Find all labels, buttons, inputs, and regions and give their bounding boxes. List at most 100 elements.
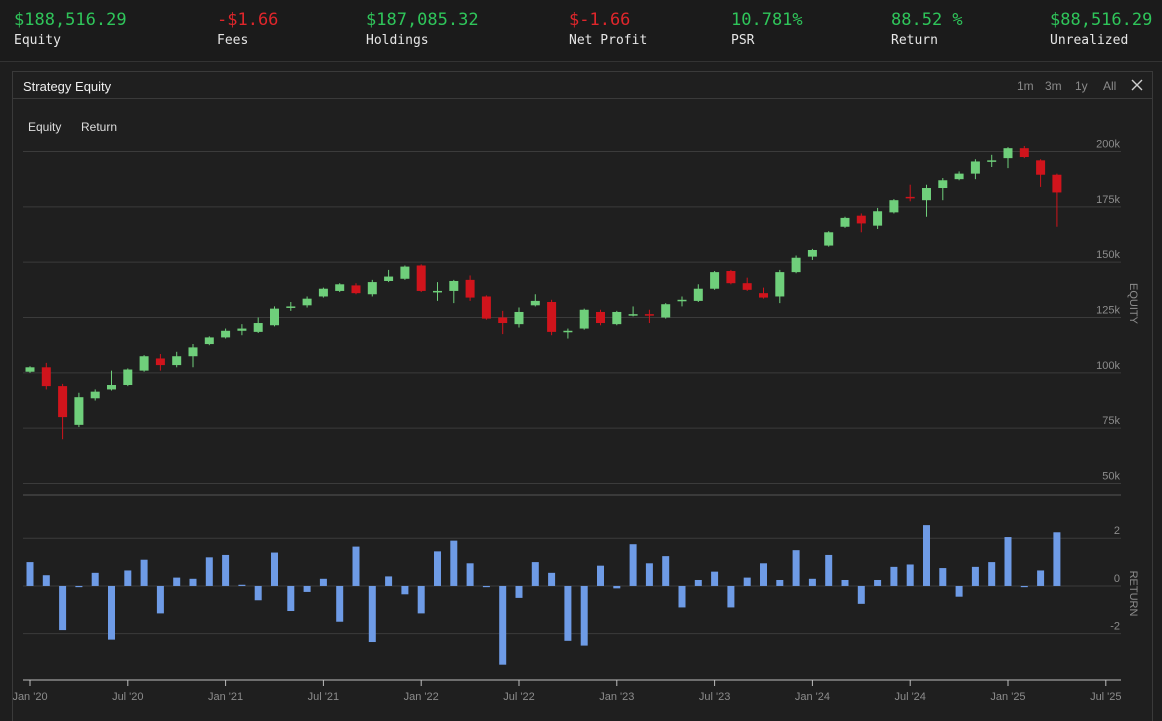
candle-body <box>824 232 834 246</box>
candle-body <box>1019 148 1029 158</box>
return-bar <box>222 554 230 586</box>
candle-body <box>498 317 508 324</box>
strategy-equity-panel: Strategy Equity 1m 3m 1y All Equity Retu… <box>12 71 1153 721</box>
tab-equity[interactable]: Equity <box>28 120 62 134</box>
return-bar <box>890 566 898 586</box>
candle-body <box>579 309 589 329</box>
candle-body <box>596 311 605 324</box>
stat-return-label: Return <box>891 33 938 48</box>
return-bar <box>841 579 849 586</box>
candle-body <box>74 397 84 425</box>
return-bar <box>906 564 914 586</box>
x-tick-label: Jul '20 <box>112 691 143 703</box>
return-bar <box>939 568 947 586</box>
return-bar <box>385 576 393 586</box>
stat-psr: 10.781% PSR <box>731 10 803 48</box>
return-bar <box>1004 537 1012 586</box>
candle-body <box>889 200 899 213</box>
return-bar <box>254 585 262 601</box>
return-bar <box>1037 570 1045 586</box>
equity-axis-title: EQUITY <box>1127 283 1139 325</box>
stat-holdings-value: $187,085.32 <box>366 10 479 30</box>
candle-body <box>465 279 475 298</box>
candle-body <box>172 356 182 366</box>
stat-unrealized: $88,516.29 Unrealized <box>1050 10 1152 48</box>
return-axis-title: RETURN <box>1127 571 1139 617</box>
x-tick-label: Jul '21 <box>308 691 339 703</box>
equity-tick-label: 50k <box>1102 471 1120 483</box>
range-all-button[interactable]: All <box>1103 79 1117 93</box>
candle-body <box>400 266 410 279</box>
return-bar <box>971 566 979 586</box>
equity-tick-label: 150k <box>1096 249 1120 261</box>
return-bar <box>792 550 800 586</box>
return-bar <box>857 585 865 604</box>
x-tick-label: Jan '25 <box>990 691 1025 703</box>
range-1m-button[interactable]: 1m <box>1017 79 1034 93</box>
candle-body <box>612 311 622 325</box>
x-tick-label: Jan '23 <box>599 691 634 703</box>
return-bar <box>368 585 376 643</box>
candle-body <box>204 337 214 345</box>
equity-tick-label: 100k <box>1096 360 1120 372</box>
close-icon[interactable] <box>1130 78 1144 92</box>
return-bar <box>678 585 686 608</box>
candle-body <box>791 257 801 273</box>
return-bar <box>1053 532 1061 586</box>
candle-body <box>481 296 491 319</box>
candle-body <box>433 290 442 293</box>
x-tick-label: Jul '22 <box>503 691 534 703</box>
candle-body <box>41 367 51 387</box>
return-tick-label: 2 <box>1114 525 1120 537</box>
return-bar <box>711 571 719 586</box>
stat-fees-value: -$1.66 <box>217 10 279 30</box>
candle-body <box>1003 148 1013 159</box>
candle-body <box>449 280 459 291</box>
candle-body <box>253 323 263 332</box>
x-tick-label: Jan '22 <box>404 691 439 703</box>
tab-return[interactable]: Return <box>81 120 118 134</box>
candle-body <box>530 300 540 306</box>
stat-equity-label: Equity <box>14 33 61 48</box>
return-bar <box>26 562 34 586</box>
return-bar <box>59 585 67 631</box>
candle-body <box>677 299 687 302</box>
panel-title: Strategy Equity <box>23 79 112 94</box>
stat-unrealized-value: $88,516.29 <box>1050 10 1153 30</box>
candle-body <box>856 215 866 224</box>
candle-body <box>726 271 736 284</box>
stat-holdings: $187,085.32 Holdings <box>366 10 479 48</box>
candle-body <box>938 180 948 189</box>
return-bar <box>124 570 132 586</box>
candle-body <box>547 302 557 332</box>
candle-body <box>123 369 133 386</box>
return-bar <box>629 544 637 586</box>
equity-tick-label: 200k <box>1096 138 1120 150</box>
stat-psr-value: 10.781% <box>731 10 803 30</box>
panel-header: Strategy Equity 1m 3m 1y All <box>13 72 1152 99</box>
return-bar <box>613 585 621 589</box>
candle-body <box>107 385 116 390</box>
stat-net-profit-value: $-1.66 <box>569 10 631 30</box>
return-bar <box>271 552 278 586</box>
candle-body <box>318 288 328 297</box>
x-tick-label: Jan '20 <box>13 691 48 703</box>
return-bar <box>466 563 474 586</box>
return-bar <box>743 577 751 586</box>
return-bar <box>694 579 702 586</box>
return-tick-label: 0 <box>1114 573 1120 585</box>
range-1y-button[interactable]: 1y <box>1075 79 1088 93</box>
x-tick-label: Jul '25 <box>1090 691 1121 703</box>
candle-body <box>139 356 149 371</box>
return-bar <box>580 585 588 646</box>
x-tick-label: Jul '23 <box>699 691 730 703</box>
stat-holdings-label: Holdings <box>366 33 429 48</box>
return-bar <box>189 578 197 586</box>
return-bar <box>303 585 311 592</box>
return-bar <box>776 579 784 586</box>
candle-body <box>237 328 247 331</box>
candle-body <box>90 391 100 399</box>
range-3m-button[interactable]: 3m <box>1045 79 1062 93</box>
stat-net-profit: $-1.66 Net Profit <box>569 10 647 48</box>
stat-return-value: 88.52 % <box>891 10 963 30</box>
